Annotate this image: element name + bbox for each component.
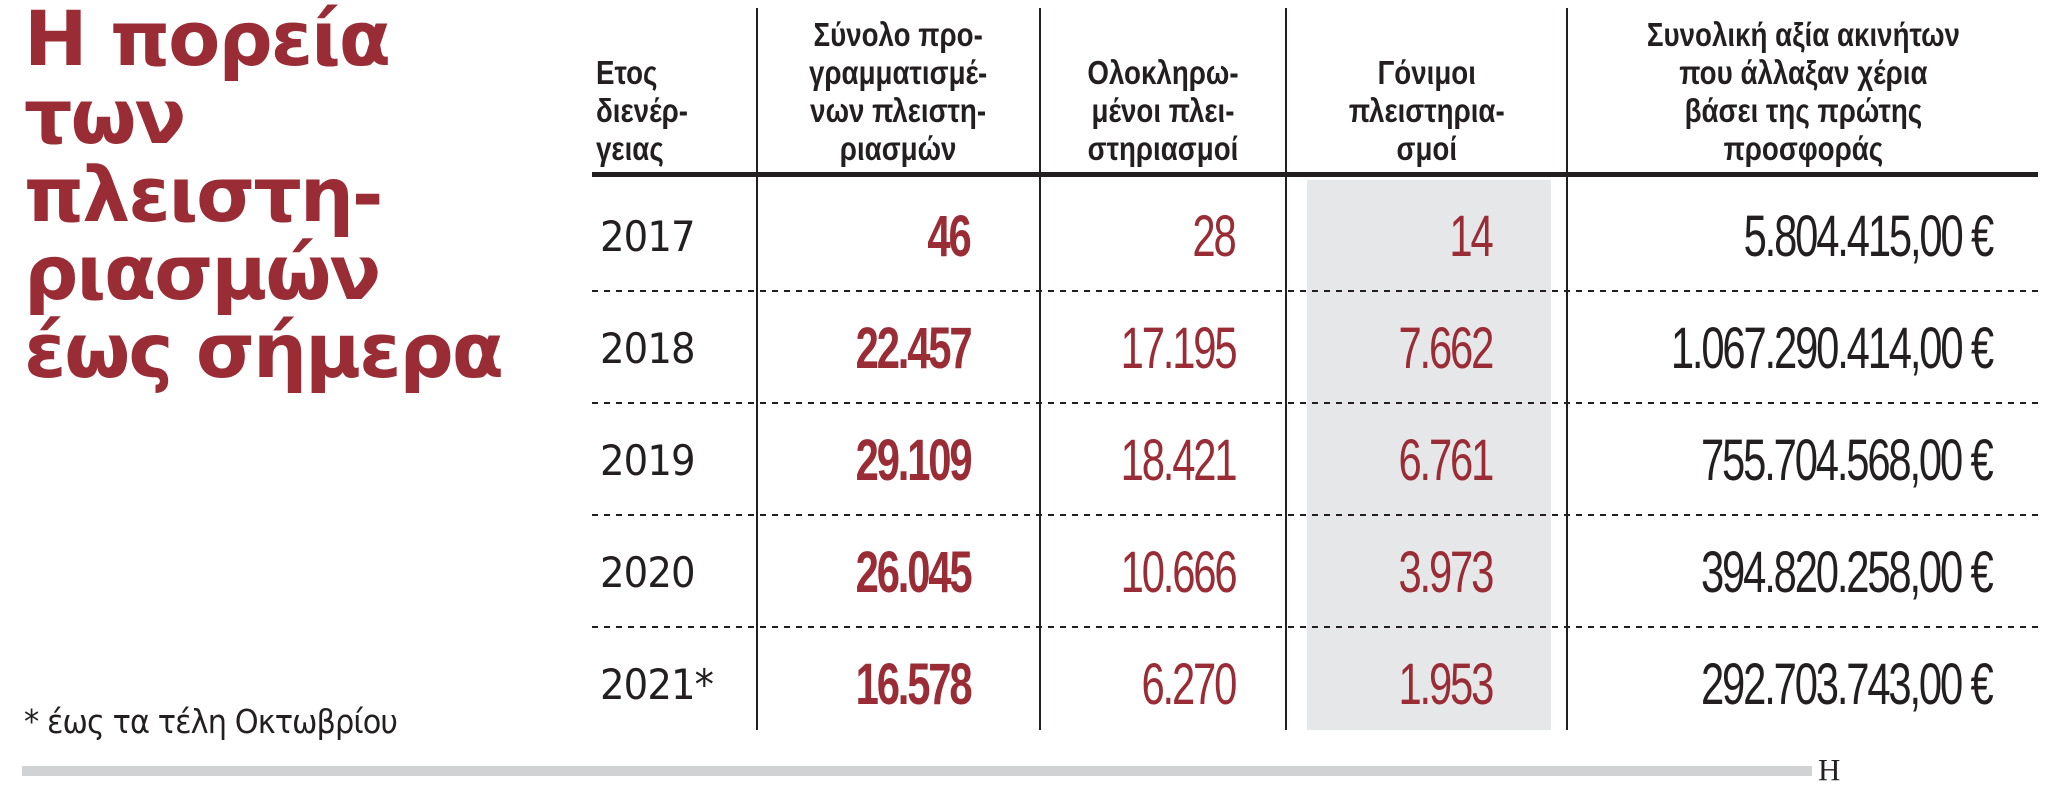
title-line-1: Η πορεία [24, 0, 391, 83]
value-cell: 394.820.258,00 € [1701, 539, 1994, 605]
auctions-table: Ετος διενέρ- γειας Σύνολο προ- γραμματισ… [592, 0, 2038, 730]
year-cell: 2017 [600, 211, 696, 261]
year-cell: 2021* [600, 659, 714, 709]
column-divider [1285, 8, 1287, 730]
footnote: * έως τα τέλη Οκτωβρίου [24, 702, 398, 741]
header-completed: Ολοκληρω- μένοι πλει- στηριασμοί [1087, 54, 1239, 167]
header-rule [592, 172, 2038, 177]
footer-bar [22, 766, 1812, 776]
row-divider [592, 290, 2038, 292]
fruitful-cell: 14 [1449, 203, 1494, 269]
value-cell: 755.704.568,00 € [1701, 427, 1994, 493]
title-line-3: ριασμών [24, 228, 381, 317]
chart-title: Η πορεία των πλειστη- ριασμών έως σήμερα [24, 0, 544, 390]
completed-cell: 18.421 [1120, 427, 1237, 493]
header-fruitful: Γόνιμοι πλειστηρια- σμοί [1348, 54, 1505, 167]
fruitful-cell: 7.662 [1398, 315, 1494, 381]
column-divider [756, 8, 758, 730]
value-cell: 292.703.743,00 € [1701, 651, 1994, 717]
scheduled-cell: 22.457 [855, 315, 972, 381]
scheduled-cell: 46 [927, 203, 972, 269]
table-row: 2017 46 28 14 5.804.415,00 € [592, 180, 2038, 292]
scheduled-cell: 16.578 [855, 651, 972, 717]
completed-cell: 28 [1192, 203, 1237, 269]
fruitful-cell: 1.953 [1398, 651, 1494, 717]
fruitful-cell: 3.973 [1398, 539, 1494, 605]
completed-cell: 6.270 [1141, 651, 1237, 717]
scheduled-cell: 26.045 [855, 539, 972, 605]
scheduled-cell: 29.109 [855, 427, 972, 493]
row-divider [592, 626, 2038, 628]
value-cell: 5.804.415,00 € [1743, 203, 1995, 269]
fruitful-cell: 6.761 [1398, 427, 1494, 493]
table-row: 2019 29.109 18.421 6.761 755.704.568,00 … [592, 404, 2038, 516]
year-cell: 2020 [600, 547, 696, 597]
header-scheduled: Σύνολο προ- γραμματισμέ- νων πλειστη- ρι… [809, 16, 988, 167]
header-year: Ετος διενέρ- γειας [596, 54, 688, 167]
title-line-2: των πλειστη- [24, 72, 383, 239]
header-total-value: Συνολική αξία ακινήτων που άλλαξαν χέρια… [1646, 16, 1960, 167]
title-line-4: έως σήμερα [24, 306, 504, 395]
table-row: 2020 26.045 10.666 3.973 394.820.258,00 … [592, 516, 2038, 628]
completed-cell: 10.666 [1120, 539, 1237, 605]
column-divider [1039, 8, 1041, 730]
highlight-column-band [1307, 180, 1551, 730]
row-divider [592, 514, 2038, 516]
value-cell: 1.067.290.414,00 € [1670, 315, 1994, 381]
year-cell: 2018 [600, 323, 696, 373]
table-row: 2021* 16.578 6.270 1.953 292.703.743,00 … [592, 628, 2038, 740]
completed-cell: 17.195 [1120, 315, 1237, 381]
year-cell: 2019 [600, 435, 696, 485]
table-row: 2018 22.457 17.195 7.662 1.067.290.414,0… [592, 292, 2038, 404]
column-divider [1566, 8, 1568, 730]
brand-logo: Η ΚΑΘΗΜΕΡΙΝΗ [1818, 752, 2021, 795]
row-divider [592, 402, 2038, 404]
